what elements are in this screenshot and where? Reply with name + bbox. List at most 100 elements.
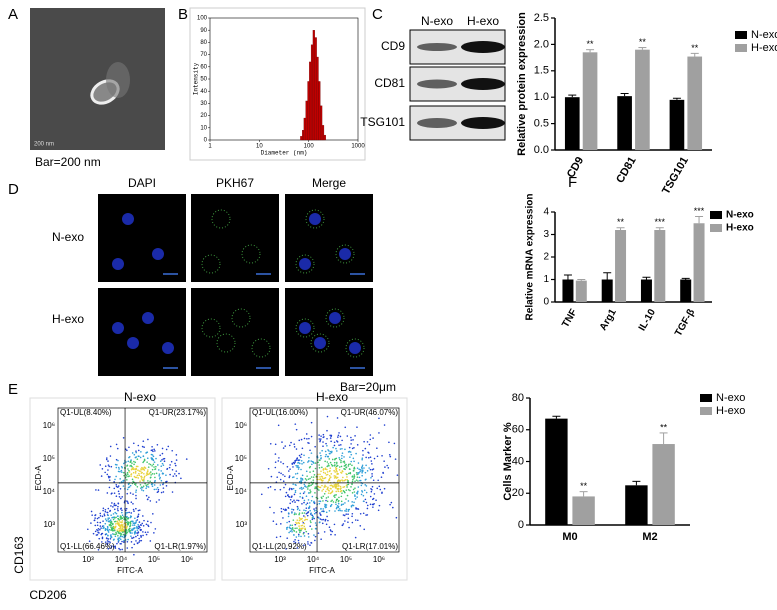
flow-dot xyxy=(128,469,130,472)
flow-dot xyxy=(90,510,93,513)
flow-dot xyxy=(153,481,156,483)
flow-dot xyxy=(335,462,338,465)
flow-dot xyxy=(318,478,320,481)
legend-label: N-exo xyxy=(726,210,754,221)
flow-dot xyxy=(121,520,124,522)
flow-dot xyxy=(351,447,354,450)
flow-dot xyxy=(354,480,356,483)
flow-dot xyxy=(141,479,144,482)
flow-dot xyxy=(345,498,347,500)
flow-dot xyxy=(334,487,337,489)
flow-dot xyxy=(333,523,336,526)
flow-dot xyxy=(107,517,110,519)
flow-dot xyxy=(347,489,350,491)
flow-dot xyxy=(158,477,161,480)
flow-dot xyxy=(328,477,331,480)
flow-dot xyxy=(326,468,328,471)
flow-dot xyxy=(112,533,114,535)
flow-dot xyxy=(279,488,282,491)
flow-dot xyxy=(367,457,370,459)
y-tick-label: 70 xyxy=(200,52,207,58)
flow-dot xyxy=(140,478,143,480)
flow-dot xyxy=(303,509,305,512)
flow-dot xyxy=(328,452,331,455)
flow-dot xyxy=(288,475,291,477)
flow-dot xyxy=(377,509,380,512)
flow-dot xyxy=(134,476,137,479)
flow-dot xyxy=(335,498,338,501)
flow-dot xyxy=(142,455,145,457)
flow-dot xyxy=(325,499,327,502)
flow-dot xyxy=(138,472,140,475)
flow-dot xyxy=(296,508,299,511)
flow-dot xyxy=(372,479,375,482)
flow-dot xyxy=(309,525,311,528)
flow-dot xyxy=(132,536,135,539)
flow-dot xyxy=(337,506,340,509)
flow-dot xyxy=(340,490,342,492)
flow-dot xyxy=(156,486,159,489)
flow-dot xyxy=(306,488,309,490)
flow-dot xyxy=(112,513,115,515)
flow-dot xyxy=(144,531,147,534)
flow-dot xyxy=(289,524,292,527)
flow-dot xyxy=(134,468,137,471)
flow-dot xyxy=(341,479,343,481)
significance: *** xyxy=(655,217,666,227)
flow-dot xyxy=(152,513,154,515)
flow-dot xyxy=(339,435,342,438)
legend-swatch xyxy=(700,394,712,402)
flow-dot xyxy=(133,533,136,535)
flow-dot xyxy=(360,493,363,496)
flow-y-tick: 10⁴ xyxy=(235,487,248,496)
flow-dot xyxy=(314,539,316,542)
flow-dot xyxy=(109,509,112,512)
significance: ** xyxy=(587,39,595,49)
flow-dot xyxy=(334,467,337,469)
flow-dot xyxy=(127,528,130,531)
flow-dot xyxy=(295,428,298,431)
flow-dot xyxy=(134,484,137,486)
flow-dot xyxy=(147,438,149,441)
flow-dot xyxy=(351,464,353,467)
flow-dot xyxy=(339,485,342,488)
flow-dot xyxy=(308,460,310,462)
flow-dot xyxy=(161,447,164,450)
flow-dot xyxy=(303,544,305,547)
flow-dot xyxy=(150,474,152,476)
significance: *** xyxy=(694,206,705,216)
bar xyxy=(564,97,580,150)
flow-dot xyxy=(318,517,320,519)
flow-dot xyxy=(379,488,382,491)
column-label: Merge xyxy=(312,176,346,190)
flow-dot xyxy=(146,498,149,501)
flow-dot xyxy=(345,484,348,487)
flow-dot xyxy=(114,463,117,466)
flow-dot xyxy=(305,479,308,481)
flow-dot xyxy=(304,478,307,480)
flow-dot xyxy=(102,509,104,512)
flow-dot xyxy=(169,464,171,466)
flow-dot xyxy=(129,484,132,487)
flow-dot xyxy=(136,465,139,468)
flow-dot xyxy=(282,473,284,476)
flow-dot xyxy=(329,434,331,437)
flow-dot xyxy=(160,465,163,468)
flow-dot xyxy=(101,532,104,535)
significance: ** xyxy=(580,481,588,491)
flow-dot xyxy=(120,516,122,518)
flow-dot xyxy=(312,515,314,518)
flow-dot xyxy=(136,534,139,537)
flow-dot xyxy=(310,499,313,502)
flow-dot xyxy=(299,531,301,534)
flow-dot xyxy=(287,506,290,509)
flow-dot xyxy=(292,519,295,521)
flow-dot xyxy=(120,469,123,472)
flow-dot xyxy=(97,529,99,532)
flow-dot xyxy=(121,509,123,512)
flow-dot xyxy=(309,471,311,473)
flow-dot xyxy=(334,484,336,486)
flow-dot xyxy=(396,474,399,476)
flow-dot xyxy=(169,473,171,476)
flow-dot xyxy=(317,461,319,464)
